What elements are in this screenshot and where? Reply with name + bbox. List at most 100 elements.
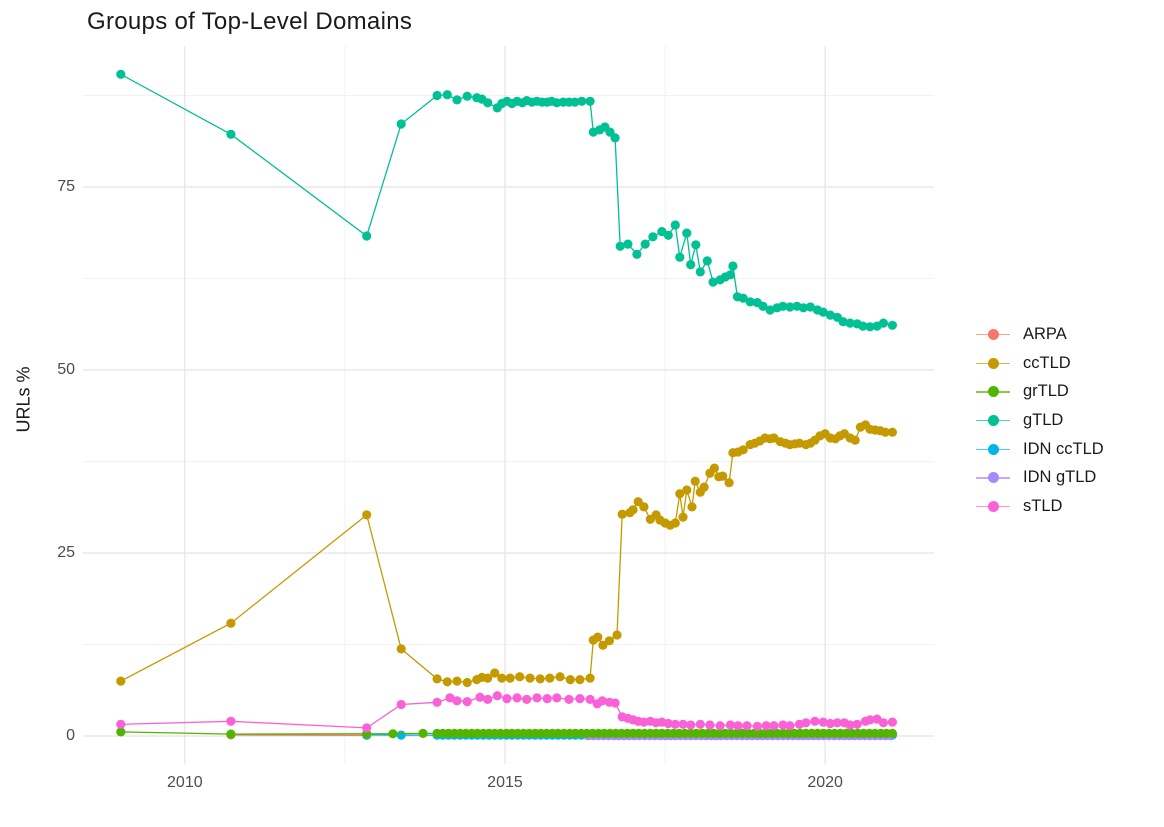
- y-tick-label-75: 75: [57, 177, 75, 195]
- data-point-ccTLD: [850, 435, 860, 445]
- data-point-ccTLD: [226, 618, 236, 628]
- data-point-sTLD: [725, 720, 736, 730]
- data-point-ccTLD: [690, 476, 700, 486]
- legend-key-dot-sTLD: [987, 500, 999, 512]
- legend-label-IDN ccTLD: IDN ccTLD: [1023, 439, 1104, 458]
- legend-item-sTLD: sTLD: [976, 492, 1162, 521]
- data-point-ccTLD: [490, 668, 500, 678]
- data-point-sTLD: [810, 716, 820, 726]
- data-point-sTLD: [475, 692, 485, 702]
- data-point-ccTLD: [738, 445, 748, 455]
- data-point-sTLD: [432, 697, 442, 707]
- legend-key-icon-ccTLD: [976, 355, 1010, 372]
- data-point-sTLD: [610, 698, 620, 708]
- legend-item-IDN ccTLD: IDN ccTLD: [976, 435, 1162, 464]
- x-tick-label-2020: 2020: [807, 774, 843, 791]
- legend-key-icon-grTLD: [976, 383, 1010, 400]
- data-point-ccTLD: [709, 463, 720, 473]
- data-point-ccTLD: [598, 640, 608, 650]
- data-point-ccTLD: [515, 672, 525, 682]
- legend-key-dot-grTLD: [987, 386, 999, 398]
- data-point-ccTLD: [670, 518, 680, 528]
- data-point-gTLD: [765, 305, 775, 315]
- y-tick-label-0: 0: [66, 726, 75, 744]
- data-point-sTLD: [832, 718, 842, 728]
- legend-item-IDN gTLD: IDN gTLD: [976, 463, 1162, 492]
- data-point-sTLD: [733, 721, 743, 731]
- data-point-gTLD: [442, 90, 452, 100]
- data-point-ccTLD: [593, 632, 603, 642]
- legend-key-dot-ccTLD: [987, 357, 999, 369]
- data-point-gTLD: [818, 307, 828, 317]
- data-point-gTLD: [702, 256, 712, 266]
- data-point-gTLD: [878, 318, 889, 328]
- data-point-gTLD: [686, 260, 696, 270]
- data-point-ccTLD: [545, 673, 555, 683]
- data-point-sTLD: [852, 719, 862, 729]
- data-point-gTLD: [745, 297, 755, 307]
- series-line-ARPA: [230, 734, 367, 737]
- data-point-gTLD: [640, 239, 650, 249]
- data-point-ccTLD: [452, 676, 462, 686]
- data-point-sTLD: [761, 721, 771, 731]
- data-point-gTLD: [825, 310, 835, 320]
- data-point-gTLD: [670, 220, 680, 230]
- legend-label-grTLD: grTLD: [1023, 382, 1069, 401]
- y-tick-label-25: 25: [57, 543, 75, 561]
- data-point-ccTLD: [678, 512, 688, 522]
- data-point-sTLD: [362, 723, 372, 733]
- data-point-gTLD: [452, 95, 462, 105]
- data-point-gTLD: [675, 252, 685, 262]
- data-point-ccTLD: [565, 675, 575, 685]
- data-point-gTLD: [623, 239, 633, 249]
- data-point-sTLD: [818, 717, 828, 727]
- data-point-sTLD: [865, 715, 875, 725]
- data-point-gTLD: [610, 133, 620, 143]
- legend-label-gTLD: gTLD: [1023, 410, 1064, 429]
- data-point-gTLD: [778, 301, 788, 311]
- data-point-gTLD: [785, 302, 795, 312]
- data-point-sTLD: [552, 693, 562, 703]
- data-point-sTLD: [445, 693, 455, 703]
- data-point-gTLD: [570, 97, 580, 107]
- data-point-ccTLD: [604, 636, 615, 646]
- data-point-sTLD: [769, 721, 779, 731]
- legend-key-icon-sTLD: [976, 498, 1010, 515]
- data-point-gTLD: [116, 69, 126, 79]
- data-point-ccTLD: [535, 674, 545, 684]
- legend-item-grTLD: grTLD: [976, 377, 1162, 406]
- data-point-ccTLD: [555, 672, 565, 682]
- data-point-sTLD: [492, 691, 502, 701]
- data-point-sTLD: [575, 694, 585, 704]
- data-point-ccTLD: [442, 677, 452, 687]
- data-point-sTLD: [845, 720, 855, 730]
- legend-label-sTLD: sTLD: [1023, 496, 1063, 515]
- data-point-sTLD: [512, 693, 522, 703]
- data-point-gTLD: [738, 293, 748, 303]
- data-point-sTLD: [695, 719, 705, 729]
- legend-label-ARPA: ARPA: [1023, 324, 1067, 343]
- data-point-gTLD: [725, 270, 736, 280]
- data-point-sTLD: [670, 719, 680, 729]
- data-point-gTLD: [887, 320, 898, 330]
- data-point-gTLD: [663, 230, 673, 240]
- data-point-ccTLD: [639, 502, 649, 512]
- data-point-sTLD: [597, 696, 607, 706]
- data-point-gTLD: [695, 267, 705, 277]
- data-point-sTLD: [752, 721, 762, 732]
- data-point-ccTLD: [612, 630, 622, 640]
- data-point-gTLD: [838, 317, 848, 327]
- x-tick-label-2010: 2010: [167, 774, 203, 791]
- data-point-grTLD: [887, 728, 898, 739]
- data-point-sTLD: [785, 721, 795, 731]
- data-point-ccTLD: [396, 644, 406, 654]
- data-point-ccTLD: [724, 478, 734, 488]
- series-line-ccTLD: [120, 424, 893, 684]
- data-point-sTLD: [778, 720, 788, 730]
- data-point-ccTLD: [687, 502, 697, 512]
- data-point-gTLD: [758, 301, 768, 311]
- data-point-gTLD: [858, 321, 868, 331]
- data-point-gTLD: [648, 232, 658, 242]
